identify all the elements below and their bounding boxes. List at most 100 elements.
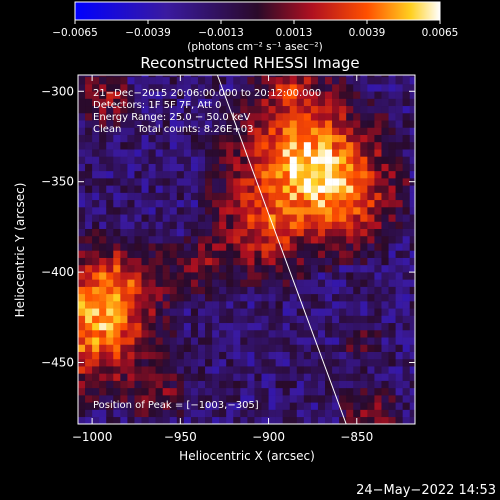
heatmap-cell — [374, 228, 382, 237]
heatmap-cell — [134, 373, 142, 381]
heatmap-cell — [289, 337, 298, 345]
heatmap-cell — [120, 351, 128, 360]
heatmap-cell — [261, 112, 269, 121]
heatmap-cell — [190, 387, 199, 396]
heatmap-cell — [353, 84, 361, 92]
heatmap-cell — [268, 402, 276, 410]
heatmap-cell — [339, 76, 347, 85]
heatmap-cell — [303, 214, 312, 222]
heatmap-cell — [197, 141, 206, 150]
heatmap-cell — [212, 322, 220, 331]
heatmap-cell — [92, 358, 100, 367]
heatmap-cell — [289, 315, 298, 324]
heatmap-cell — [176, 387, 185, 396]
heatmap-cell — [395, 170, 403, 179]
heatmap-cell — [296, 366, 305, 374]
heatmap-cell — [332, 134, 340, 143]
heatmap-cell — [120, 178, 128, 186]
heatmap-cell — [275, 163, 283, 172]
heatmap-cell — [106, 279, 114, 287]
heatmap-cell — [310, 163, 319, 172]
heatmap-cell — [303, 149, 312, 157]
heatmap-cell — [332, 279, 340, 287]
heatmap-cell — [268, 76, 276, 85]
heatmap-cell — [240, 301, 248, 309]
heatmap-cell — [212, 149, 220, 157]
heatmap-cell — [268, 373, 276, 381]
heatmap-cell — [303, 272, 312, 280]
heatmap-cell — [332, 272, 340, 280]
heatmap-cell — [106, 257, 114, 266]
heatmap-cell — [381, 380, 389, 389]
heatmap-cell — [92, 112, 100, 121]
heatmap-cell — [169, 84, 178, 92]
heatmap-cell — [99, 105, 107, 114]
heatmap-cell — [275, 185, 283, 193]
heatmap-cell — [190, 344, 199, 352]
heatmap-cell — [169, 91, 178, 99]
heatmap-cell — [374, 409, 382, 418]
heatmap-cell — [325, 91, 333, 99]
heatmap-cell — [261, 84, 269, 92]
heatmap-cell — [190, 351, 199, 360]
heatmap-cell — [148, 322, 156, 331]
heatmap-cell — [339, 402, 347, 410]
heatmap-cell — [113, 141, 121, 150]
heatmap-cell — [176, 156, 185, 164]
heatmap-cell — [247, 134, 255, 143]
heatmap-cell — [120, 134, 128, 143]
heatmap-cell — [219, 402, 227, 410]
annotation-block: 21−Dec−2015 20:06:00.000 to 20:12:00.000… — [93, 88, 321, 135]
y-tick-label: −450 — [41, 356, 74, 370]
heatmap-cell — [310, 322, 319, 331]
heatmap-cell — [388, 416, 396, 424]
heatmap-cell — [134, 127, 142, 135]
heatmap-cell — [296, 163, 305, 172]
heatmap-cell — [339, 149, 347, 157]
heatmap-cell — [197, 329, 206, 338]
heatmap-cell — [106, 170, 114, 179]
heatmap-cell — [268, 395, 276, 403]
heatmap-cell — [332, 141, 340, 150]
heatmap-cell — [317, 344, 326, 352]
heatmap-cell — [240, 228, 248, 237]
heatmap-cell — [296, 358, 305, 367]
heatmap-cell — [374, 199, 382, 208]
heatmap-cell — [360, 228, 368, 237]
heatmap-cell — [141, 293, 149, 302]
heatmap-cell — [353, 373, 361, 381]
heatmap-cell — [233, 322, 241, 331]
heatmap-cell — [127, 322, 135, 331]
heatmap-cell — [261, 98, 269, 107]
heatmap-cell — [197, 170, 206, 179]
heatmap-cell — [289, 112, 298, 121]
heatmap-cell — [303, 207, 312, 215]
heatmap-cell — [240, 178, 248, 186]
heatmap-cell — [395, 264, 403, 273]
heatmap-cell — [381, 358, 389, 367]
heatmap-cell — [113, 286, 121, 295]
heatmap-cell — [162, 76, 171, 85]
heatmap-cell — [339, 293, 347, 302]
heatmap-cell — [310, 337, 319, 345]
heatmap-cell — [381, 163, 389, 172]
heatmap-cell — [360, 351, 368, 360]
heatmap-cell — [289, 416, 298, 424]
x-tick-label: −850 — [340, 430, 373, 444]
heatmap-cell — [212, 120, 220, 128]
heatmap-cell — [332, 163, 340, 172]
heatmap-cell — [346, 308, 354, 316]
heatmap-cell — [240, 185, 248, 193]
heatmap-cell — [261, 264, 269, 273]
heatmap-cell — [332, 243, 340, 251]
colorbar-tick-label: −0.0013 — [198, 27, 244, 39]
heatmap-cell — [85, 221, 93, 230]
heatmap-cell — [78, 105, 86, 114]
heatmap-cell — [176, 199, 185, 208]
heatmap-cell — [155, 207, 163, 215]
x-tick-label: −900 — [252, 430, 285, 444]
heatmap-cell — [289, 163, 298, 172]
heatmap-cell — [409, 409, 415, 418]
heatmap-cell — [317, 163, 326, 172]
